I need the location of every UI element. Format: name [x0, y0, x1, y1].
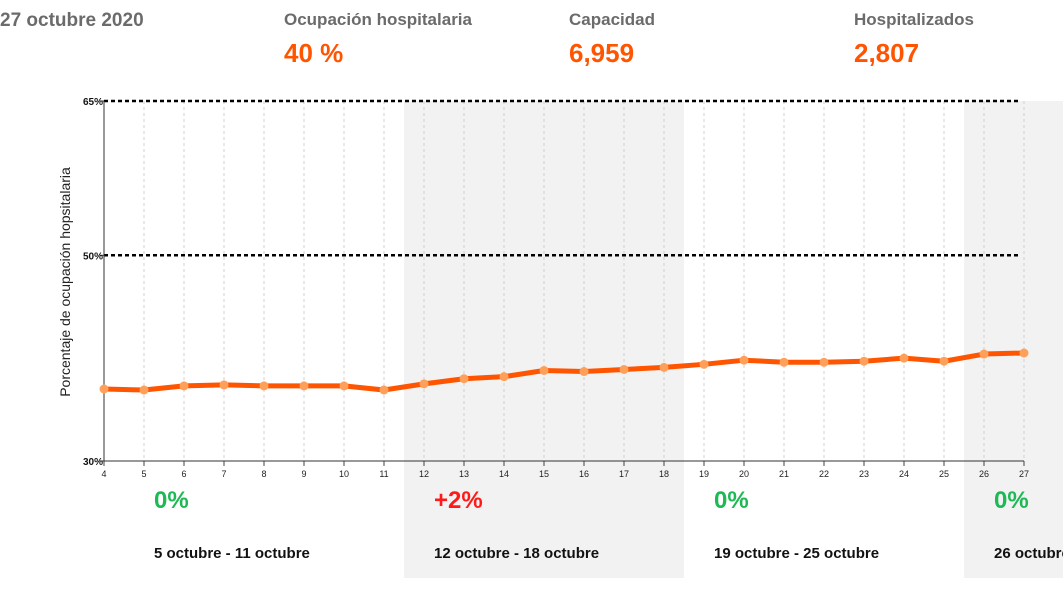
stat-ocupacion-label: Ocupación hospitalaria	[284, 10, 472, 29]
x-tick-label: 27	[1019, 469, 1029, 479]
week-change-1: +2%	[434, 487, 483, 514]
data-point-7	[219, 380, 229, 390]
stat-ocupacion: Ocupación hospitalaria 40 %	[284, 10, 472, 69]
data-point-24	[899, 353, 909, 363]
data-point-18	[659, 362, 669, 372]
x-tick-label: 18	[659, 469, 669, 479]
x-tick-label: 11	[379, 469, 388, 479]
data-point-16	[579, 367, 589, 377]
week-range-label-2: 19 octubre - 25 octubre	[714, 545, 879, 562]
x-tick-label: 15	[539, 469, 549, 479]
week-range-label-0: 5 octubre - 11 octubre	[154, 545, 310, 562]
x-tick-label: 12	[419, 469, 429, 479]
week-range-label-1: 12 octubre - 18 octubre	[434, 545, 599, 562]
x-tick-label: 19	[699, 469, 709, 479]
x-tick-label: 10	[339, 469, 349, 479]
data-point-5	[139, 385, 149, 395]
data-point-26	[979, 349, 989, 359]
x-tick-label: 20	[739, 469, 749, 479]
x-tick-label: 9	[301, 469, 306, 479]
data-point-15	[539, 365, 549, 375]
x-tick-label: 7	[221, 469, 226, 479]
data-point-20	[739, 355, 749, 365]
stat-capacidad: Capacidad 6,959	[569, 10, 655, 69]
data-point-8	[259, 381, 269, 391]
data-point-10	[339, 381, 349, 391]
x-tick-label: 26	[979, 469, 989, 479]
reference-lines	[104, 99, 1020, 257]
data-point-21	[779, 357, 789, 367]
data-point-14	[499, 372, 509, 382]
stat-hospitalizados: Hospitalizados 2,807	[854, 10, 974, 69]
x-tick-label: 17	[619, 469, 629, 479]
data-point-23	[859, 356, 869, 366]
week-change-3: 0%	[994, 487, 1029, 514]
x-tick-label: 4	[101, 469, 106, 479]
week-range-label-3: 26 octubre - 1 noviembre	[994, 545, 1063, 562]
stat-ocupacion-value: 40 %	[284, 38, 344, 68]
week-change-2: 0%	[714, 487, 749, 514]
series-line	[99, 348, 1029, 395]
axes: 4 5 6 7 8 9 10 11 12 13 14 15 16 17 18 19 20 21 22 23 24 25 26…	[83, 97, 1029, 479]
data-point-22	[819, 357, 829, 367]
x-tick-label: 13	[459, 469, 469, 479]
data-point-4	[99, 384, 109, 394]
y-tick-label: 65%	[83, 97, 103, 108]
x-tick-label: 14	[499, 469, 509, 479]
data-point-13	[459, 374, 469, 384]
x-tick-label: 22	[819, 469, 829, 479]
data-point-12	[419, 379, 429, 389]
week-band-3	[964, 101, 1063, 578]
x-tick-label: 6	[181, 469, 186, 479]
stat-capacidad-value: 6,959	[569, 38, 635, 68]
week-labels: 0% 5 octubre - 11 octubre +2% 12 octubre - …	[154, 487, 1063, 562]
stat-hospitalizados-label: Hospitalizados	[854, 10, 974, 29]
data-point-11	[379, 385, 389, 395]
x-tick-label: 24	[899, 469, 909, 479]
week-change-0: 0%	[154, 487, 189, 514]
x-tick-label: 25	[939, 469, 949, 479]
x-tick-label: 16	[579, 469, 589, 479]
stat-hospitalizados-value: 2,807	[854, 38, 920, 68]
occupancy-line	[101, 350, 1027, 393]
x-tick-label: 21	[779, 469, 789, 479]
data-point-27	[1019, 348, 1029, 358]
report-date: 27 octubre 2020	[0, 10, 144, 31]
x-tick-label: 8	[261, 469, 266, 479]
y-tick-label: 30%	[83, 457, 103, 468]
data-point-17	[619, 364, 629, 374]
x-tick-label: 5	[141, 469, 146, 479]
data-point-9	[299, 381, 309, 391]
y-axis-label: Porcentaje de ocupación hopsitalaria	[57, 167, 73, 397]
data-point-19	[699, 359, 709, 369]
stat-capacidad-label: Capacidad	[569, 10, 655, 29]
data-point-6	[179, 381, 189, 391]
x-tick-label: 23	[859, 469, 869, 479]
data-point-25	[939, 356, 949, 366]
y-tick-label: 50%	[83, 251, 103, 262]
